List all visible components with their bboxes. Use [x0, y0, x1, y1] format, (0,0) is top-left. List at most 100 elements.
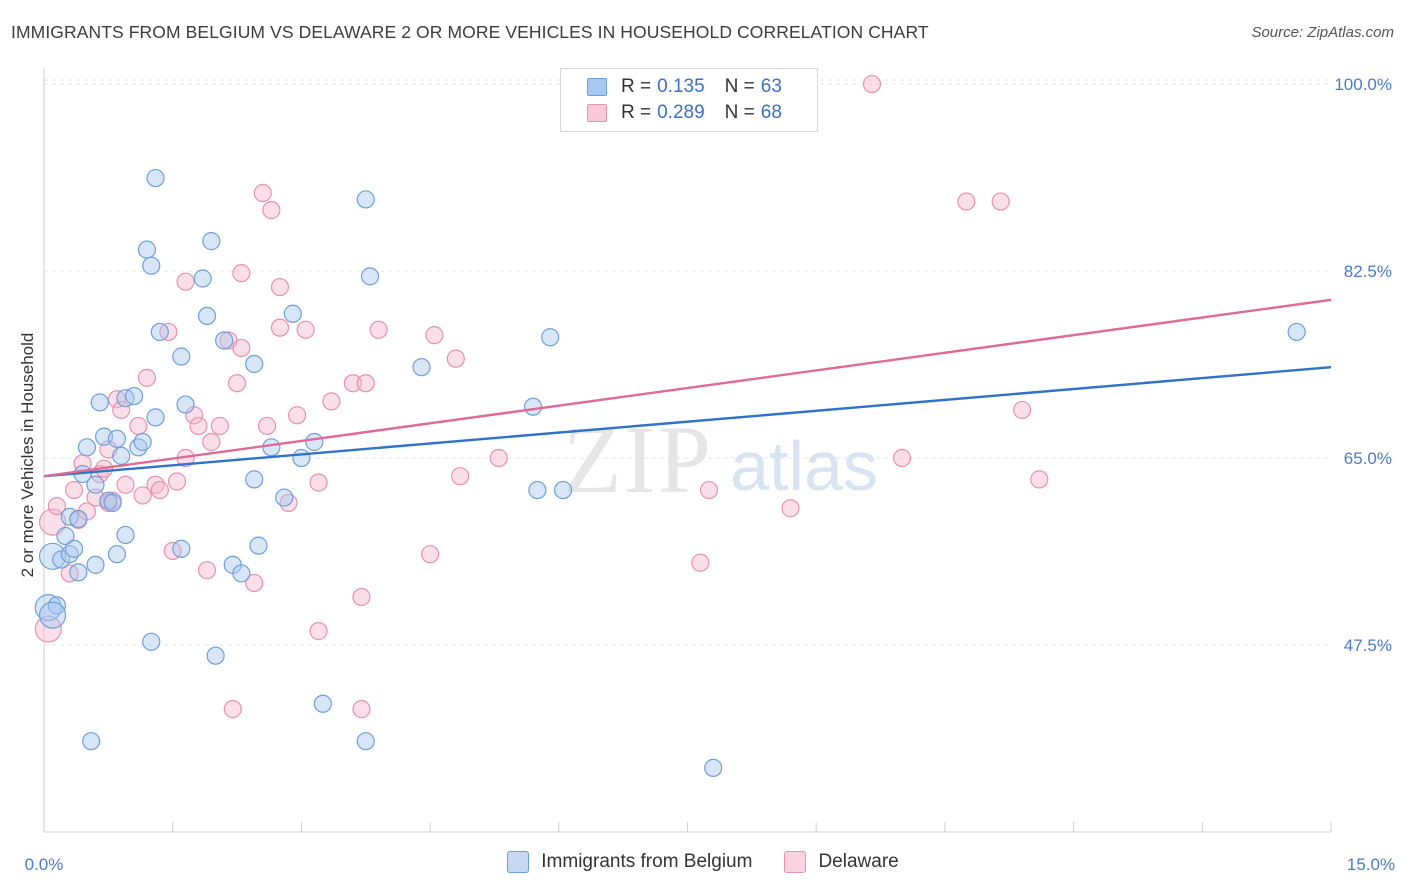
- belgium-point: [146, 168, 165, 188]
- delaware-point: [957, 192, 976, 211]
- legend-r-label: R =: [621, 76, 652, 97]
- y-tick-label: 82.5%: [1344, 262, 1392, 281]
- series-swatch-blue: [507, 851, 530, 873]
- delaware-point: [322, 392, 341, 411]
- delaware-point: [1030, 470, 1049, 489]
- belgium-point: [116, 525, 135, 545]
- delaware-point: [150, 480, 169, 500]
- delaware-point: [356, 374, 375, 393]
- belgium-point: [245, 354, 264, 374]
- belgium-point: [52, 550, 71, 569]
- belgium-point: [249, 536, 268, 555]
- series-legend: Immigrants from Belgium Delaware: [0, 851, 1406, 873]
- legend-n-label: N =: [724, 76, 755, 97]
- watermark-atlas: atlas: [730, 427, 878, 505]
- delaware-point: [352, 587, 371, 607]
- belgium-point: [202, 232, 221, 251]
- delaware-point: [691, 553, 710, 572]
- legend-row-belgium: R = 0.135 N = 63: [587, 74, 782, 100]
- delaware-point: [262, 201, 281, 220]
- belgium-point: [193, 269, 212, 288]
- y-tick-label: 100.0%: [1334, 75, 1392, 94]
- belgium-point: [275, 488, 294, 507]
- delaware-point: [210, 416, 229, 436]
- delaware-point: [489, 448, 508, 468]
- watermark: ZIP atlas: [563, 406, 878, 513]
- belgium-point: [77, 438, 97, 457]
- delaware-point: [862, 74, 882, 94]
- series-legend-label: Delaware: [818, 851, 899, 872]
- belgium-point: [38, 601, 67, 629]
- belgium-point: [305, 432, 324, 452]
- belgium-point: [69, 509, 88, 529]
- delaware-point: [232, 338, 251, 358]
- belgium-point: [86, 555, 105, 574]
- watermark-zip: ZIP: [563, 406, 713, 513]
- x-tick-label-min: 0.0%: [25, 855, 64, 874]
- delaware-point: [352, 700, 371, 719]
- belgium-point: [528, 480, 547, 500]
- belgium-point: [142, 256, 161, 275]
- belgium-point: [232, 564, 251, 583]
- belgium-point: [150, 322, 169, 342]
- belgium-point: [1287, 322, 1306, 342]
- delaware-point: [309, 622, 328, 641]
- delaware-point: [1013, 400, 1032, 420]
- legend-row-delaware: R = 0.289 N = 68: [587, 100, 782, 126]
- legend-swatch-blue: [587, 78, 607, 96]
- delaware-point: [64, 480, 84, 500]
- delaware-point: [781, 499, 800, 518]
- trend-lines: [43, 298, 1332, 478]
- delaware-point: [288, 406, 307, 425]
- belgium-trend-line: [43, 365, 1332, 478]
- delaware-point: [137, 368, 157, 387]
- belgium-point: [137, 240, 157, 259]
- y-tick-label: 47.5%: [1344, 636, 1392, 655]
- belgium-point: [360, 267, 380, 286]
- delaware-point: [343, 374, 362, 393]
- legend-n-value: 63: [760, 76, 782, 97]
- delaware-trend-line: [43, 298, 1332, 478]
- belgium-point: [172, 347, 191, 366]
- legend-r-label: R =: [621, 102, 652, 123]
- belgium-point: [215, 331, 234, 350]
- delaware-point: [421, 545, 440, 564]
- delaware-point: [227, 374, 247, 393]
- belgium-point: [356, 732, 375, 751]
- delaware-point: [176, 272, 195, 291]
- series-legend-belgium[interactable]: Immigrants from Belgium: [507, 851, 752, 873]
- belgium-point: [313, 694, 332, 713]
- x-tick-label-max: 15.0%: [1347, 855, 1395, 874]
- delaware-point: [270, 277, 290, 297]
- series-swatch-pink: [784, 851, 807, 873]
- delaware-point: [369, 320, 388, 339]
- delaware-point: [309, 473, 328, 492]
- delaware-point: [232, 264, 251, 283]
- x-tick-marks: [172, 822, 1332, 832]
- belgium-point: [283, 304, 302, 323]
- delaware-point: [253, 183, 272, 203]
- belgium-point: [197, 306, 217, 325]
- delaware-point: [892, 448, 912, 468]
- belgium-point: [107, 429, 127, 448]
- belgium-point: [412, 358, 431, 377]
- belgium-point: [47, 596, 66, 615]
- belgium-point: [176, 395, 195, 414]
- delaware-point: [197, 561, 217, 580]
- correlation-legend: R = 0.135 N = 63 R = 0.289 N = 68: [560, 68, 818, 132]
- belgium-point: [292, 448, 311, 468]
- delaware-point: [38, 508, 67, 536]
- delaware-point: [425, 326, 444, 345]
- y-tick-labels: 47.5% 65.0% 82.5% 100.0%: [1334, 75, 1392, 655]
- series-legend-delaware[interactable]: Delaware: [784, 851, 899, 873]
- delaware-point: [116, 475, 135, 494]
- delaware-point: [446, 349, 465, 368]
- delaware-point: [47, 496, 66, 516]
- delaware-point: [189, 416, 208, 436]
- belgium-point: [107, 545, 127, 564]
- legend-r-value: 0.289: [657, 102, 705, 123]
- delaware-point: [112, 400, 131, 420]
- delaware-point: [223, 700, 242, 719]
- delaware-point: [991, 192, 1010, 211]
